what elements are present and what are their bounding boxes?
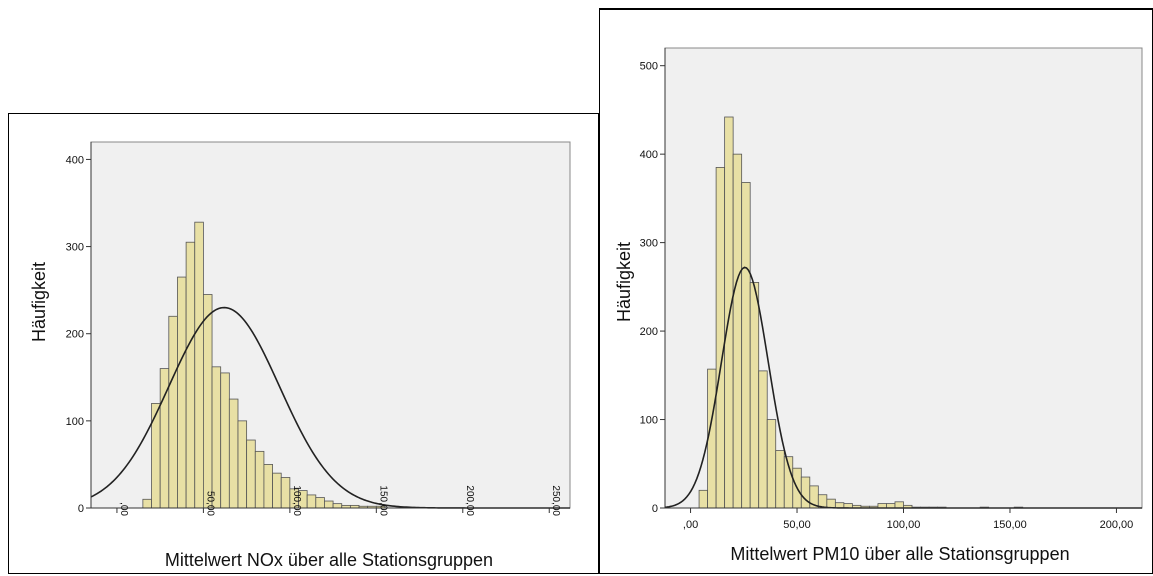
nox-histogram-chart: 0 100 200 300 400 ,00 50,00 100,00 150,00 200,00 2… [29,141,571,570]
x-tick-label: 50,00 [204,491,215,516]
histogram-bar [332,503,343,509]
x-axis-title: Mittelwert NOx über alle Stationsgruppen [165,550,493,570]
histogram-bar [263,464,273,509]
x-tick-label: 150,00 [993,519,1027,531]
y-tick-label: 200 [66,329,84,341]
nox-histogram-panel: 0 100 200 300 400 ,00 50,00 100,00 150,00 200,00 2… [8,113,599,574]
histogram-bar [315,497,325,509]
histogram-bar [306,494,317,509]
histogram-bar [168,315,178,509]
histogram-bar [324,500,334,509]
histogram-bar [894,501,904,509]
histogram-bar [749,282,760,509]
y-tick-label: 300 [640,238,658,250]
x-tick-label: 200,00 [464,485,475,516]
pm10-histogram-panel: 0 100 200 300 400 500 ,00 50,00 100,00 150,00 200,… [599,8,1153,574]
histogram-bar [228,398,239,509]
y-tick-label: 100 [66,416,84,428]
histogram-bar [272,472,282,509]
histogram-bar [237,420,248,509]
histogram-bar [194,221,204,509]
histogram-bar [741,182,751,509]
histogram-bar [732,153,743,509]
histogram-bar [775,450,785,509]
y-tick-label: 300 [66,242,84,254]
x-tick-label: ,00 [118,502,129,516]
y-tick-label: 0 [78,503,84,515]
x-tick-label: 100,00 [291,485,302,516]
y-tick-label: 200 [640,326,658,338]
histogram-bar [715,167,726,509]
x-tick-label: 100,00 [887,519,921,531]
histogram-bar [698,489,708,509]
histogram-bar [246,439,256,509]
histogram-bar [724,116,734,509]
y-tick-label: 400 [640,149,658,161]
histogram-bar [758,370,768,509]
histogram-bar [707,368,717,509]
histogram-bar [766,419,777,509]
x-tick-label: 200,00 [1100,519,1134,531]
x-axis-title: Mittelwert PM10 über alle Stationsgruppe… [730,544,1069,564]
histogram-bar [177,276,187,509]
histogram-bar [280,477,291,509]
x-tick-label: 150,00 [377,485,388,516]
histogram-bar [185,241,196,509]
pm10-histogram-chart: 0 100 200 300 400 500 ,00 50,00 100,00 150,00 200,… [614,47,1143,564]
histogram-bar [203,294,213,509]
y-tick-label: 400 [66,154,84,166]
histogram-bar [142,498,152,509]
histogram-bar [826,498,836,509]
x-tick-label: 250,00 [550,485,561,516]
x-tick-label: 50,00 [783,519,811,531]
y-tick-label: 500 [640,61,658,73]
y-axis-title: Häufigkeit [29,262,49,342]
histogram-bar [254,450,265,509]
x-tick-label: ,00 [683,519,698,531]
histogram-bar [220,372,230,509]
y-axis-title: Häufigkeit [614,242,634,322]
y-tick-label: 0 [652,503,658,515]
histogram-bar [211,366,222,509]
y-tick-label: 100 [640,415,658,427]
histogram-bar [800,476,811,509]
